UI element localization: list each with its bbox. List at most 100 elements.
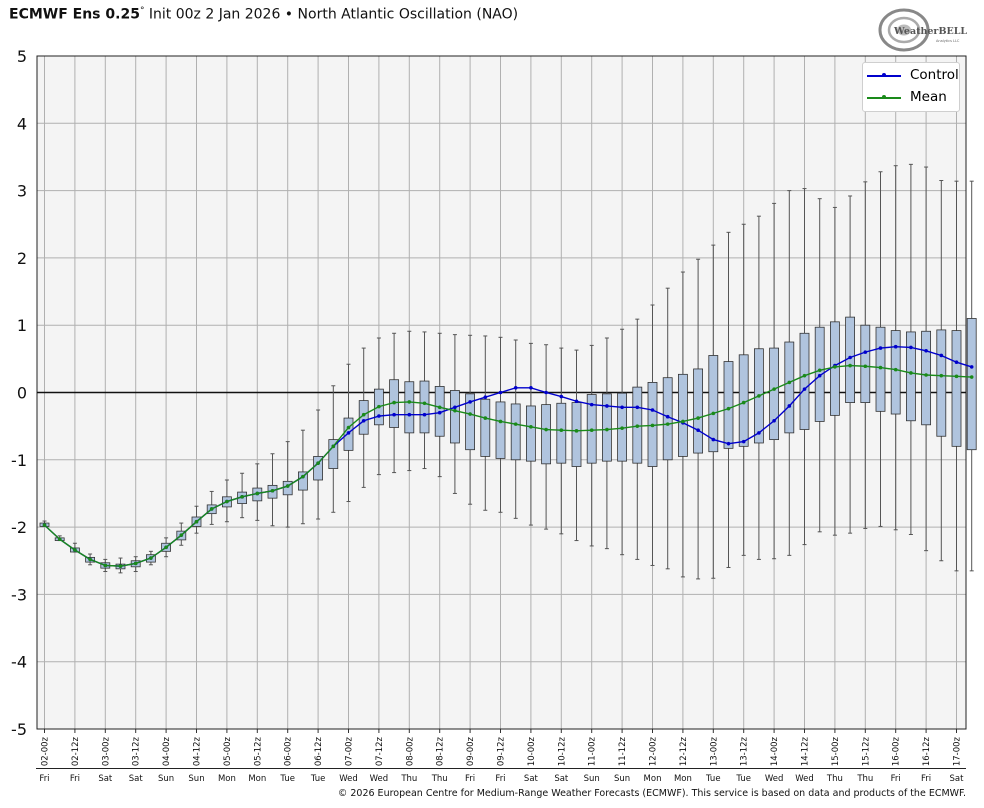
logo-subtext: Analytics LLC	[936, 39, 960, 43]
x-tick-label: 17-00z	[953, 736, 963, 766]
series-point-control	[969, 365, 974, 369]
series-point-mean	[954, 374, 959, 379]
series-point-control	[483, 395, 488, 400]
series-point-mean	[878, 365, 883, 370]
x-tick-label: 08-12z	[436, 736, 446, 766]
series-point-control	[909, 345, 913, 350]
x-day-label: Tue	[705, 774, 721, 784]
ensemble-box	[510, 403, 521, 461]
series-point-mean	[772, 387, 776, 391]
mean-swatch	[867, 90, 901, 104]
ensemble-box	[328, 439, 339, 469]
x-tick-label: 10-12z	[557, 736, 567, 766]
legend: Control Mean	[862, 62, 960, 112]
series-point-control	[392, 412, 396, 417]
series-point-mean	[757, 394, 761, 398]
x-tick-label: 14-12z	[801, 736, 811, 766]
x-tick-label: 11-00z	[588, 736, 598, 766]
x-tick-label: 02-00z	[41, 736, 51, 766]
series-point-mean	[240, 495, 244, 499]
series-point-control	[574, 399, 579, 404]
series-point-control	[772, 418, 776, 423]
series-point-control	[559, 394, 564, 399]
x-tick-label: 11-12z	[618, 736, 628, 766]
init-time: Init 00z 2 Jan 2026	[144, 6, 281, 23]
series-point-mean	[270, 488, 275, 493]
series-point-control	[498, 390, 503, 395]
copyright-notice: © 2026 European Centre for Medium-Range …	[337, 788, 966, 799]
series-point-control	[893, 344, 898, 349]
x-tick-label: 09-00z	[466, 736, 476, 766]
series-point-control	[513, 385, 518, 390]
series-point-mean	[589, 428, 594, 432]
ensemble-box	[602, 393, 612, 462]
x-day-label: Tue	[735, 774, 751, 784]
series-point-mean	[225, 499, 229, 504]
series-point-mean	[696, 416, 700, 420]
series-point-mean	[909, 371, 913, 375]
series-point-mean	[179, 533, 184, 537]
x-day-label: Fri	[921, 774, 931, 784]
x-tick-label: 09-12z	[497, 736, 507, 766]
x-tick-label: 07-12z	[375, 736, 385, 766]
series-point-control	[878, 346, 883, 350]
series-point-mean	[42, 523, 47, 527]
series-point-mean	[73, 548, 77, 552]
series-point-mean	[726, 406, 731, 411]
y-tick-label: 2	[17, 249, 27, 268]
x-day-label: Wed	[339, 774, 358, 784]
series-point-mean	[103, 563, 108, 568]
series-point-mean	[88, 557, 92, 562]
x-tick-label: 12-00z	[649, 736, 659, 766]
x-day-label: Fri	[465, 774, 475, 784]
series-point-mean	[453, 408, 457, 413]
series-point-control	[726, 441, 731, 446]
series-point-control	[802, 387, 807, 391]
series-point-mean	[620, 426, 624, 430]
x-tick-label: 05-00z	[223, 736, 233, 766]
series-point-mean	[331, 444, 336, 449]
y-tick-label: -3	[11, 585, 27, 604]
series-point-control	[529, 385, 533, 390]
series-point-mean	[924, 373, 928, 377]
x-day-label: Thu	[826, 774, 843, 784]
series-point-control	[422, 412, 427, 417]
series-point-mean	[346, 425, 351, 430]
x-day-label: Thu	[856, 774, 873, 784]
series-point-mean	[209, 507, 214, 511]
y-tick-label: -1	[11, 451, 27, 470]
series-point-mean	[681, 419, 685, 424]
x-day-label: Wed	[370, 774, 389, 784]
y-tick-label: -5	[11, 720, 27, 739]
series-point-mean	[559, 428, 564, 432]
x-tick-label: 04-12z	[193, 736, 203, 766]
product-name: North Atlantic Oscillation (NAO)	[297, 6, 519, 23]
x-day-label: Sat	[524, 774, 539, 784]
series-point-mean	[468, 412, 472, 416]
series-point-control	[437, 410, 442, 415]
series-point-control	[939, 353, 944, 358]
x-tick-label: 03-12z	[132, 736, 142, 766]
series-point-control	[346, 431, 351, 435]
x-tick-label: 12-12z	[679, 736, 689, 766]
series-point-control	[407, 412, 412, 417]
x-tick-label: 13-00z	[709, 736, 719, 766]
y-tick-label: 3	[17, 182, 27, 201]
ensemble-box	[662, 377, 673, 461]
series-point-mean	[483, 416, 488, 420]
x-tick-label: 05-12z	[253, 736, 263, 766]
ensemble-box	[693, 368, 703, 454]
series-point-mean	[848, 363, 852, 368]
x-day-label: Sun	[614, 774, 630, 784]
x-tick-label: 10-00z	[527, 736, 537, 766]
series-point-mean	[544, 427, 548, 432]
x-day-label: Fri	[39, 774, 49, 784]
series-point-control	[665, 414, 670, 419]
ensemble-box	[404, 381, 415, 434]
x-day-label: Sat	[950, 774, 965, 784]
ensemble-box	[571, 402, 582, 467]
y-tick-label: 4	[17, 114, 27, 133]
x-tick-label: 15-00z	[831, 736, 841, 766]
series-point-mean	[529, 425, 533, 429]
series-point-control	[696, 428, 700, 432]
